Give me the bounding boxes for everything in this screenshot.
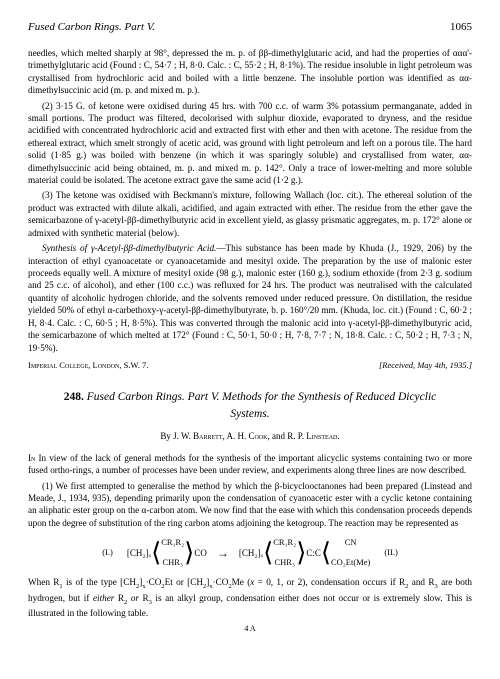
mol-cc: C:C [306,547,321,559]
page-number: 1065 [450,20,472,35]
mol-left-group: [CH₂]ₓ [127,547,151,559]
molecule-3: CN CO₂Et(Me) [331,537,370,568]
paragraph-4: Synthesis of γ-Acetyl-ββ-dimethylbutyric… [28,242,472,354]
by-label: By [160,431,171,441]
reaction-arrow: → [217,545,229,561]
diagram-label-1: (I.) [98,547,117,558]
para4-body: —This substance has been made by Khuda (… [28,243,472,352]
paragraph-7: When R1 is of the type [CH2]x·CO2Et or [… [28,576,472,620]
molecule-1: CR₁R₂ CHR₃ [161,537,184,568]
header-title: Fused Carbon Rings. Part V. [28,20,155,35]
diagram-label-2: (II.) [380,547,401,558]
paragraph-1: needles, which melted sharply at 98°, de… [28,47,472,97]
mol-left-group-2: [CH₂]ₓ [239,547,263,559]
paragraph-6: (1) We first attempted to generalise the… [28,480,472,530]
authors-2: R. P. Linstead. [287,431,339,441]
authors-1: J. W. Barrett, A. H. Cook, [173,431,270,441]
affiliation: Imperial College, London, S.W. 7. [28,360,148,371]
received-date: [Received, May 4th, 1935.] [379,360,472,371]
and-label: and [272,431,285,441]
molecule-2: CR₁R₂ CHR₃ [273,537,296,568]
paragraph-3: (3) The ketone was oxidised with Beckman… [28,189,472,239]
paragraph-2: (2) 3·15 G. of ketone were oxidised duri… [28,100,472,187]
article-number: 248. [64,391,84,403]
reaction-diagram: (I.) [CH₂]ₓ ⟨ CR₁R₂ CHR₃ ⟩ CO → [CH₂]ₓ ⟨… [28,537,472,568]
page-header: Fused Carbon Rings. Part V. 1065 [28,20,472,35]
author-line: By J. W. Barrett, A. H. Cook, and R. P. … [28,430,472,442]
footer-signature: 4 A [28,624,472,635]
article-title-text: Fused Carbon Rings. Part V. Methods for … [87,391,437,419]
mol-co: CO [194,547,207,559]
signature-line: Imperial College, London, S.W. 7. [Recei… [28,360,472,371]
para4-heading: Synthesis of γ-Acetyl-ββ-dimethylbutyric… [42,243,216,253]
paragraph-5: In In view of the lack of general method… [28,452,472,477]
article-title: 248. Fused Carbon Rings. Part V. Methods… [46,389,454,421]
